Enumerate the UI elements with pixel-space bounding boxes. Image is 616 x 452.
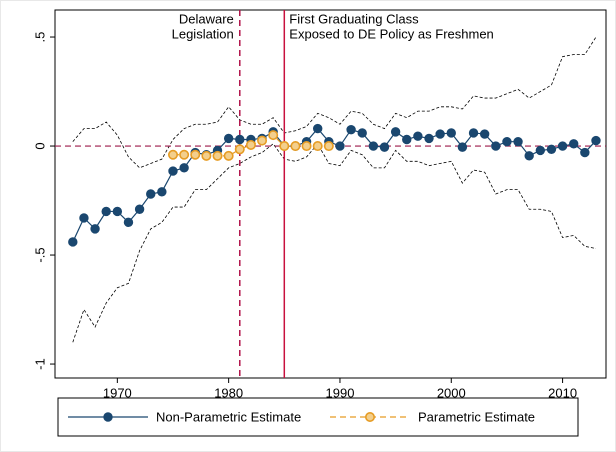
point bbox=[557, 141, 568, 151]
x-tick-label: 2010 bbox=[548, 385, 577, 400]
point bbox=[546, 144, 557, 155]
x-tick-label: 1970 bbox=[103, 385, 132, 400]
point bbox=[168, 166, 178, 176]
point bbox=[491, 141, 501, 151]
confidence-band bbox=[72, 36, 597, 169]
point bbox=[134, 204, 145, 214]
point bbox=[479, 129, 490, 139]
point bbox=[468, 128, 479, 138]
point bbox=[413, 131, 423, 141]
point bbox=[580, 147, 590, 158]
point bbox=[212, 150, 223, 161]
point bbox=[335, 141, 345, 151]
y-tick-label: 0 bbox=[32, 142, 47, 149]
point bbox=[569, 139, 579, 149]
point bbox=[201, 150, 212, 161]
legend-marker bbox=[364, 411, 375, 422]
point bbox=[157, 187, 167, 197]
confidence-band bbox=[72, 143, 597, 343]
point bbox=[301, 141, 312, 152]
point bbox=[179, 163, 189, 173]
point bbox=[323, 141, 334, 152]
point bbox=[312, 141, 323, 152]
point bbox=[190, 149, 201, 160]
point bbox=[279, 141, 290, 152]
annotation: First Graduating Class bbox=[289, 11, 419, 26]
point bbox=[167, 149, 178, 160]
point bbox=[513, 136, 523, 147]
point bbox=[257, 135, 268, 146]
annotation: Legislation bbox=[172, 26, 234, 41]
point bbox=[123, 217, 134, 228]
annotation: Delaware bbox=[179, 11, 234, 26]
point bbox=[112, 206, 123, 217]
point bbox=[424, 133, 434, 144]
point bbox=[357, 128, 367, 138]
legend-marker bbox=[103, 412, 113, 422]
point bbox=[368, 141, 379, 151]
y-tick-label: -1 bbox=[32, 358, 47, 370]
point bbox=[402, 134, 412, 145]
point bbox=[234, 144, 245, 155]
point bbox=[146, 189, 156, 199]
x-tick-label: 2000 bbox=[437, 385, 466, 400]
point bbox=[79, 213, 89, 223]
point bbox=[446, 128, 456, 138]
y-tick-label: .5 bbox=[32, 32, 47, 43]
point bbox=[268, 130, 279, 141]
point bbox=[68, 237, 78, 247]
x-tick-label: 1990 bbox=[326, 385, 355, 400]
point bbox=[379, 142, 390, 152]
point bbox=[535, 145, 546, 156]
point bbox=[312, 123, 323, 134]
point bbox=[223, 133, 234, 144]
legend-label: Parametric Estimate bbox=[418, 409, 535, 424]
point bbox=[290, 141, 301, 152]
point bbox=[435, 129, 445, 139]
point bbox=[457, 142, 468, 152]
point bbox=[101, 206, 111, 217]
point bbox=[346, 124, 356, 135]
point bbox=[179, 149, 190, 160]
point bbox=[223, 150, 234, 161]
x-tick-label: 1980 bbox=[214, 385, 243, 400]
annotation: Exposed to DE Policy as Freshmen bbox=[289, 26, 493, 41]
point bbox=[591, 135, 601, 146]
point bbox=[502, 136, 512, 147]
legend-label: Non-Parametric Estimate bbox=[156, 409, 301, 424]
y-tick-label: -.5 bbox=[32, 247, 47, 262]
point bbox=[90, 224, 100, 234]
point bbox=[245, 139, 256, 150]
point bbox=[390, 127, 401, 137]
point bbox=[235, 134, 245, 145]
point bbox=[524, 151, 534, 161]
plot-area bbox=[54, 9, 607, 379]
